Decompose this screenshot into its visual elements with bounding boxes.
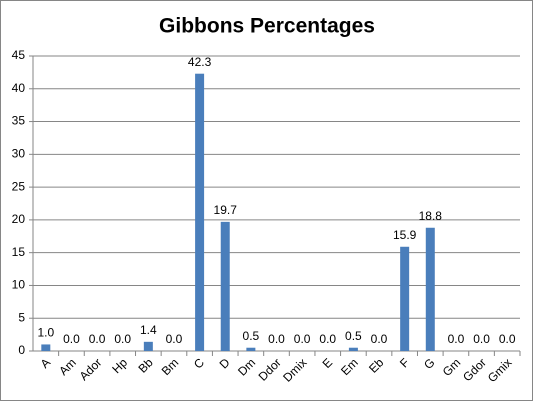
y-tick-label: 35 <box>12 114 26 128</box>
value-label: 42.3 <box>188 55 212 69</box>
y-tick-label: 15 <box>12 245 26 259</box>
value-label: 19.7 <box>214 203 238 217</box>
bar <box>425 227 435 351</box>
bar <box>220 221 230 351</box>
value-label: 0.0 <box>89 332 106 346</box>
value-label: 0.5 <box>345 329 362 343</box>
value-label: 0.0 <box>371 332 388 346</box>
value-label: 1.4 <box>140 323 157 337</box>
value-label: 0.0 <box>294 332 311 346</box>
value-label: 0.5 <box>243 329 260 343</box>
bar <box>348 347 358 351</box>
y-tick-label: 40 <box>12 81 26 95</box>
value-label: 0.0 <box>268 332 285 346</box>
y-tick-label: 30 <box>12 147 26 161</box>
y-tick-label: 0 <box>18 343 25 357</box>
value-label: 0.0 <box>319 332 336 346</box>
value-label: 0.0 <box>473 332 490 346</box>
y-tick-label: 20 <box>12 212 26 226</box>
value-label: 0.0 <box>448 332 465 346</box>
value-label: 0.0 <box>166 332 183 346</box>
bar <box>400 246 410 351</box>
value-label: 15.9 <box>393 228 417 242</box>
value-label: 18.8 <box>419 209 443 223</box>
bar <box>41 344 51 351</box>
bar <box>195 73 205 351</box>
bar <box>143 341 153 351</box>
value-label: 0.0 <box>499 332 516 346</box>
y-tick-label: 25 <box>12 179 26 193</box>
value-label: 0.0 <box>114 332 131 346</box>
value-label: 1.0 <box>37 326 54 340</box>
bar <box>246 347 256 351</box>
y-tick-label: 45 <box>12 48 26 62</box>
value-label: 0.0 <box>63 332 80 346</box>
y-tick-label: 10 <box>12 278 26 292</box>
chart-title: Gibbons Percentages <box>159 15 375 38</box>
y-tick-label: 5 <box>18 310 25 324</box>
